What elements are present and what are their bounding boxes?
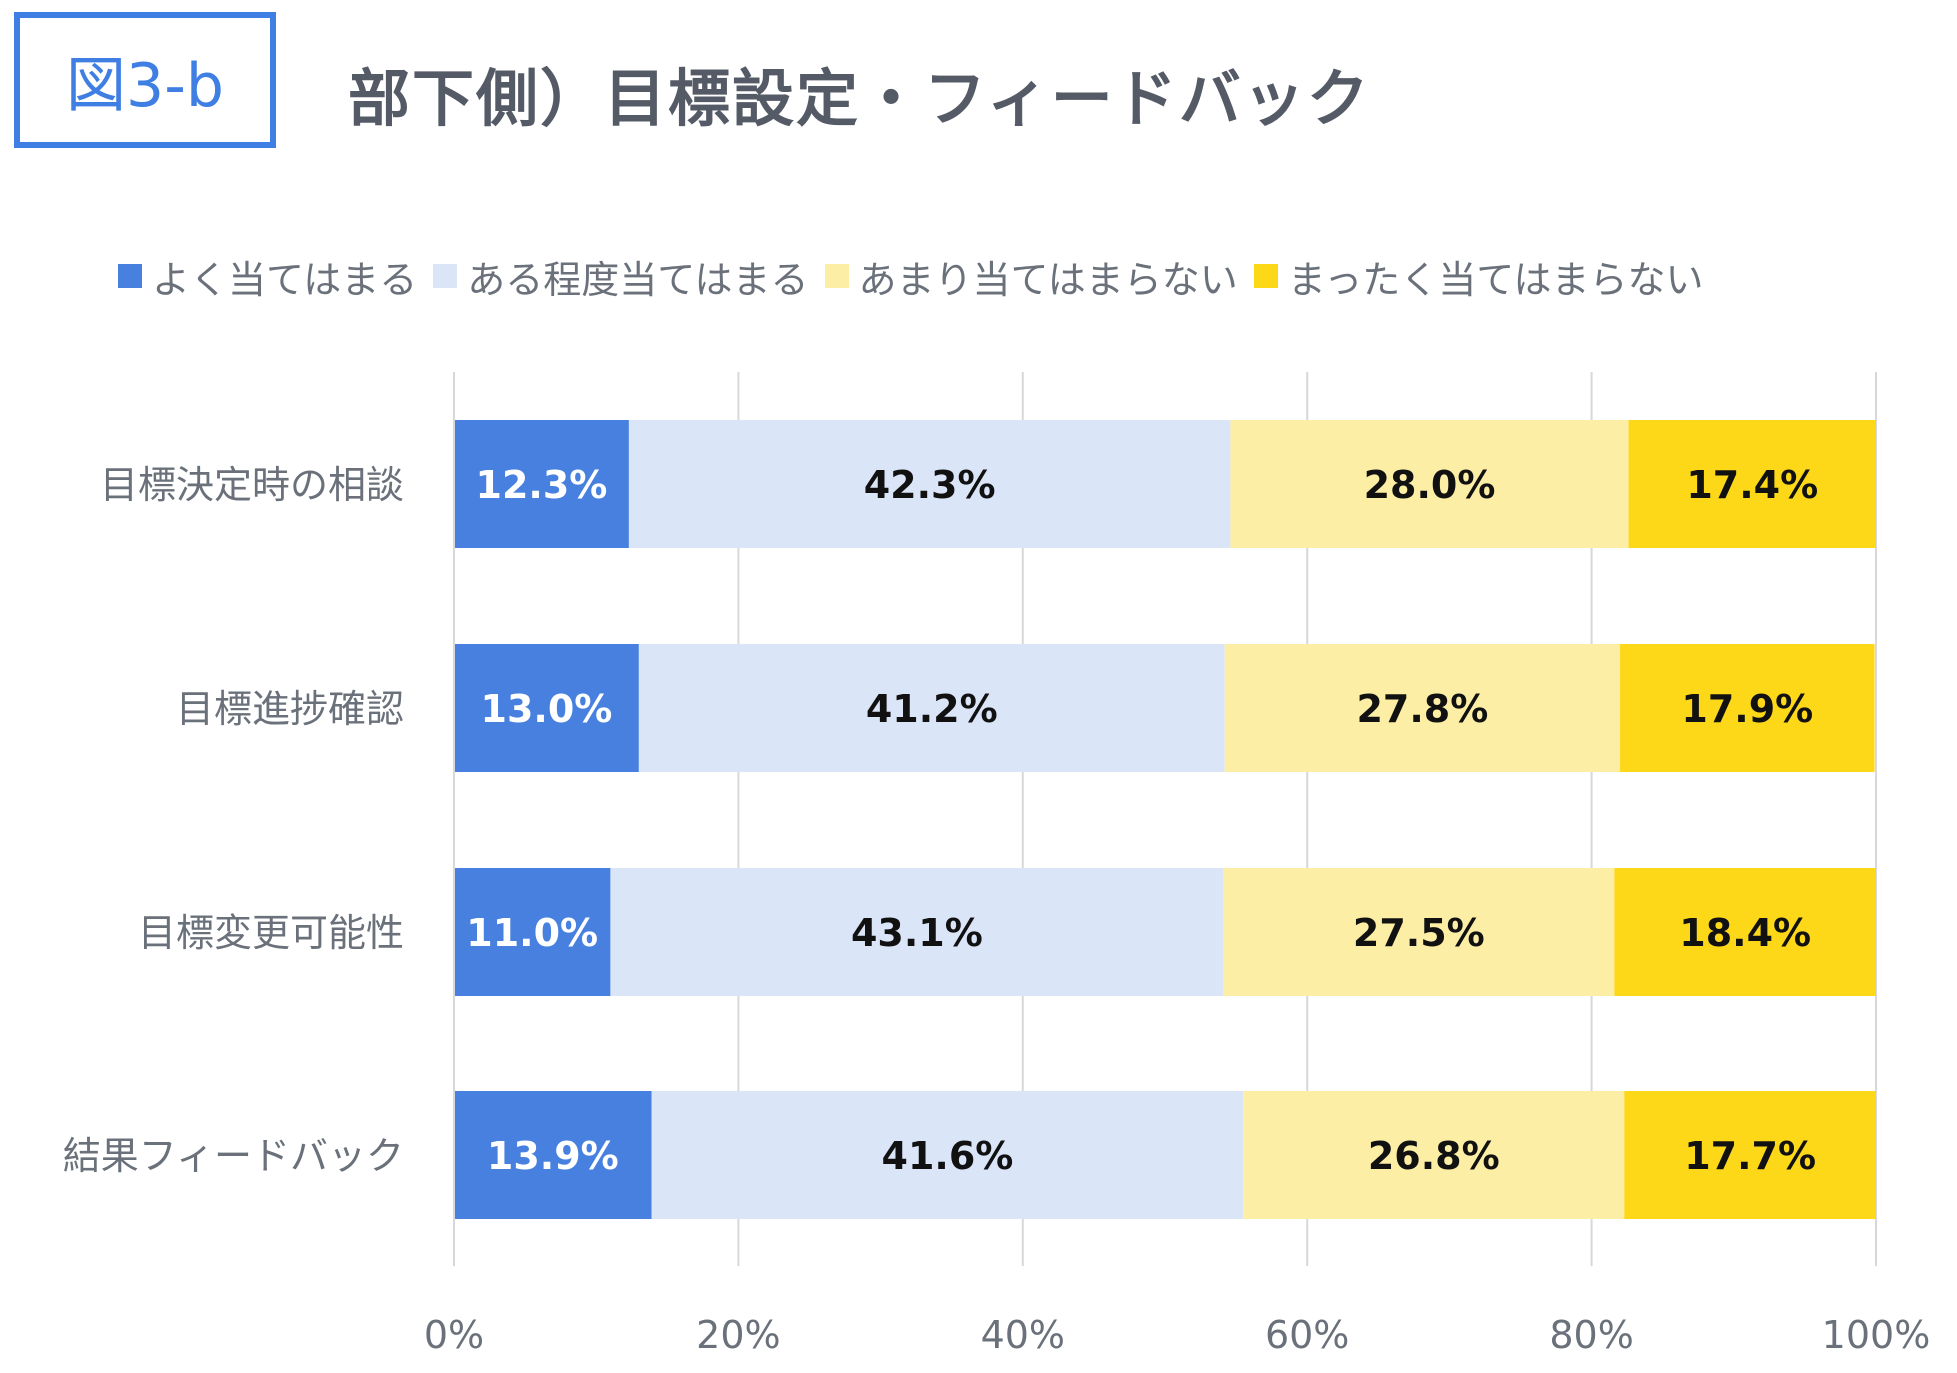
- bar-segment: [1624, 1091, 1876, 1219]
- legend-swatch: [118, 264, 142, 288]
- data-label: 43.1%: [851, 911, 983, 955]
- bar-segment: [454, 1091, 652, 1219]
- x-tick-label: 60%: [1265, 1313, 1349, 1357]
- bar-segment: [454, 868, 611, 996]
- x-tick-label: 20%: [696, 1313, 780, 1357]
- data-label: 26.8%: [1368, 1134, 1500, 1178]
- bar-segment: [454, 420, 629, 548]
- data-label: 13.9%: [487, 1134, 619, 1178]
- data-label: 12.3%: [476, 463, 608, 507]
- x-tick-label: 0%: [424, 1313, 484, 1357]
- data-label: 17.4%: [1686, 463, 1818, 507]
- data-label: 27.8%: [1356, 687, 1488, 731]
- legend-item: よく当てはまる: [118, 249, 417, 304]
- bar-segment: [1243, 1091, 1625, 1219]
- bar-segment: [454, 644, 639, 772]
- legend-label: よく当てはまる: [152, 257, 418, 302]
- data-label: 41.2%: [866, 687, 998, 731]
- chart-title: 部下側）目標設定・フィードバック: [348, 62, 1371, 135]
- category-label: 目標決定時の相談: [100, 463, 404, 507]
- data-label: 13.0%: [481, 687, 613, 731]
- bar-segment: [1614, 868, 1876, 996]
- legend-swatch: [824, 264, 849, 288]
- data-label: 18.4%: [1679, 911, 1811, 955]
- legend-label: まったく当てはまらない: [1287, 257, 1704, 302]
- x-tick-label: 100%: [1822, 1313, 1931, 1357]
- bar-segment: [1223, 868, 1615, 996]
- figure-number-badge: 図3-b: [14, 12, 276, 148]
- category-label: 目標進捗確認: [176, 687, 404, 731]
- x-tick-label: 40%: [981, 1313, 1065, 1357]
- legend-label: あまり当てはまらない: [858, 257, 1238, 302]
- data-label: 17.7%: [1684, 1134, 1816, 1178]
- category-label: 結果フィードバック: [63, 1134, 404, 1178]
- legend-item: ある程度当てはまる: [433, 249, 809, 304]
- data-label: 27.5%: [1353, 911, 1485, 955]
- data-label: 41.6%: [882, 1134, 1014, 1178]
- legend-item: あまり当てはまらない: [824, 249, 1238, 304]
- legend-label: ある程度当てはまる: [467, 257, 809, 302]
- data-label: 17.9%: [1681, 687, 1813, 731]
- bar-segment: [1224, 644, 1621, 772]
- data-label: 11.0%: [466, 911, 598, 955]
- bar-segment: [638, 644, 1225, 772]
- data-label: 28.0%: [1364, 463, 1496, 507]
- bar-segment: [610, 868, 1224, 996]
- legend-item: まったく当てはまらない: [1253, 249, 1704, 304]
- bar-segment: [1628, 420, 1876, 548]
- legend-swatch: [1253, 264, 1278, 288]
- bar-segment: [651, 1091, 1244, 1219]
- bar-segment: [628, 420, 1231, 548]
- legend-swatch: [433, 264, 458, 288]
- figure-number: 図3-b: [66, 50, 224, 121]
- data-label: 42.3%: [864, 463, 996, 507]
- bar-segment: [1620, 644, 1875, 772]
- chart-legend: よく当てはまる ある程度当てはまる あまり当てはまらない まったく当てはまらない: [118, 248, 1719, 304]
- x-tick-label: 80%: [1549, 1313, 1633, 1357]
- bar-segment: [1230, 420, 1629, 548]
- category-label: 目標変更可能性: [138, 911, 404, 955]
